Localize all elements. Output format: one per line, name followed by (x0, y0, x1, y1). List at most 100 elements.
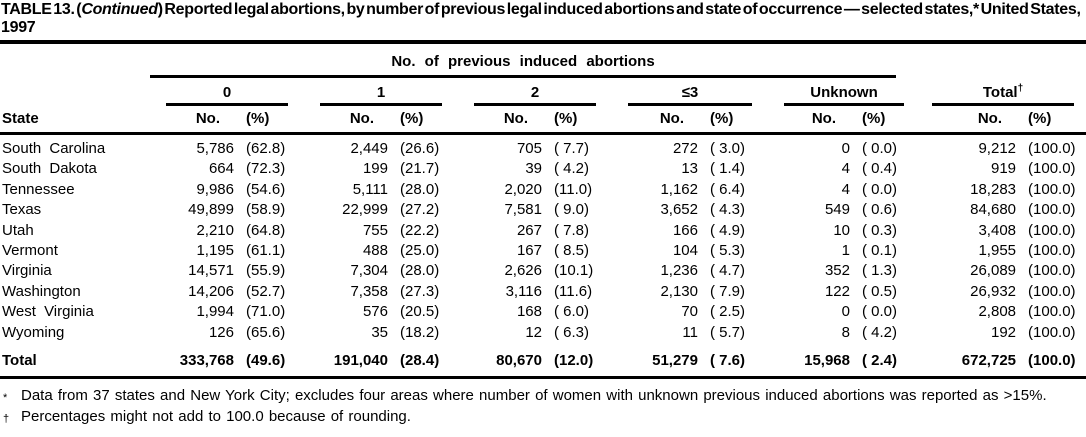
percent-cell: (26.6) (400, 140, 440, 157)
group-label-2: 2 (474, 84, 596, 106)
count-cell: 13 (681, 160, 698, 178)
state-row: Wyoming 126 (65.6) 35 (18.2) 12 ( 6.3) 11 ( 5.7)… (0, 323, 1086, 343)
group-header-row: 0 1 2 ≤3 Unknown Total† (0, 78, 1086, 106)
title-rule (0, 40, 1086, 44)
state-cell: South Dakota (2, 160, 97, 178)
spanner-cell: No. of previous induced abortions (150, 53, 920, 78)
percent-cell: ( 6.0) (554, 303, 590, 321)
percent-cell: ( 4.3) (710, 201, 746, 219)
percent-cell: (62.8) (246, 140, 286, 157)
percent-cell: (27.3) (400, 282, 440, 300)
count-cell: 2,130 (660, 282, 698, 300)
no-header-1: No. (349, 110, 374, 127)
count-cell: 705 (516, 140, 542, 157)
percent-cell: ( 5.3) (710, 242, 746, 260)
percent-cell: (22.2) (400, 221, 440, 239)
col-group-3: ≤3 (612, 78, 768, 106)
state-row: South Dakota 664 (72.3) 199 (21.7) 39 ( 4.2) 13… (0, 159, 1086, 179)
group-label-1: 1 (320, 84, 442, 106)
col-group-0: 0 (150, 78, 304, 106)
percent-cell: ( 4.2) (554, 160, 590, 178)
percent-cell: ( 0.0) (862, 180, 898, 198)
percent-cell: (25.0) (400, 242, 440, 260)
spanner-heading: No. of previous induced abortions (150, 53, 897, 78)
percent-cell: ( 7.8) (554, 221, 590, 239)
table-body: South Carolina 5,786 (62.8) 2,449 (26.6) 705 (… (0, 133, 1086, 378)
percent-cell: (100.0) (1028, 201, 1076, 219)
percent-cell: (18.2) (400, 323, 440, 341)
count-cell: 1,195 (196, 242, 234, 260)
percent-cell: ( 0.6) (862, 201, 898, 219)
percent-cell: ( 7.7) (554, 140, 590, 157)
percent-cell: (12.0) (554, 352, 594, 370)
count-cell: 0 (841, 303, 850, 321)
count-cell: 192 (990, 323, 1017, 341)
no-header-unknown: No. (811, 110, 836, 127)
percent-cell: (100.0) (1028, 140, 1076, 157)
percent-cell: ( 0.0) (862, 140, 898, 157)
count-cell: 1,162 (660, 180, 698, 198)
no-header-total: No. (977, 110, 1003, 127)
state-row: Vermont 1,195 (61.1) 488 (25.0) 167 ( 8.5) 104 (… (0, 241, 1086, 261)
count-cell: 5,111 (352, 180, 388, 198)
count-cell: 267 (516, 221, 542, 239)
percent-cell: ( 0.3) (862, 221, 898, 239)
title-continued: Continued (81, 1, 158, 18)
spanner-row: No. of previous induced abortions (0, 53, 1086, 78)
count-cell: 22,999 (342, 201, 388, 219)
state-cell: Tennessee (2, 180, 75, 198)
percent-cell: ( 5.7) (710, 323, 746, 341)
percent-cell: ( 4.9) (710, 221, 746, 239)
count-cell: 126 (208, 323, 234, 341)
state-cell: West Virginia (2, 303, 94, 321)
count-cell: 2,808 (978, 303, 1017, 321)
footnote-dagger-text: Percentages might not add to 100.0 becau… (21, 407, 411, 425)
state-row: South Carolina 5,786 (62.8) 2,449 (26.6) 705 (… (0, 134, 1086, 160)
percent-cell: (27.2) (400, 201, 440, 219)
percent-cell: (71.0) (246, 303, 286, 321)
percent-cell: ( 7.9) (710, 282, 746, 300)
percent-cell: ( 4.2) (862, 323, 898, 341)
state-cell: Total (2, 352, 37, 370)
percent-cell: (28.4) (400, 352, 440, 370)
percent-cell: (100.0) (1028, 160, 1076, 178)
no-header-0: No. (195, 110, 220, 127)
no-header-2: No. (503, 110, 528, 127)
footnotes: * Data from 37 states and New York City; … (0, 386, 1086, 427)
count-cell: 168 (516, 303, 542, 321)
percent-cell: ( 6.4) (710, 180, 746, 198)
footnote-asterisk-text: Data from 37 states and New York City; e… (21, 387, 1047, 405)
percent-cell: (11.6) (554, 282, 593, 300)
state-row: Washington 14,206 (52.7) 7,358 (27.3) 3,116 (1… (0, 282, 1086, 302)
count-cell: 664 (208, 160, 234, 178)
percent-cell: ( 2.5) (710, 303, 746, 321)
percent-cell: (58.9) (246, 201, 286, 219)
count-cell: 9,986 (196, 180, 234, 198)
subheader-row: State No. (%) No. (%) No. (%) No. (%) No… (0, 106, 1086, 134)
percent-cell: (28.0) (400, 262, 440, 280)
count-cell: 919 (990, 160, 1017, 178)
title-suffix: ) Reported legal abortions, by number of… (1, 1, 1081, 36)
percent-cell: ( 1.3) (862, 262, 898, 280)
count-cell: 549 (824, 201, 850, 219)
percent-cell: ( 3.0) (710, 140, 746, 157)
count-cell: 26,089 (970, 262, 1017, 280)
percent-cell: ( 0.5) (862, 282, 898, 300)
percent-cell: (65.6) (246, 323, 286, 341)
abortions-by-state-table: No. of previous induced abortions 0 1 2 … (0, 53, 1086, 380)
group-spacer (0, 78, 150, 106)
state-row: Utah 2,210 (64.8) 755 (22.2) 267 ( 7.8) 166 ( 4.… (0, 221, 1086, 241)
total-dagger-marker: † (1017, 83, 1024, 94)
group-label-0: 0 (166, 84, 288, 106)
pct-header-2: (%) (554, 110, 578, 127)
count-cell: 26,932 (970, 282, 1017, 300)
percent-cell: (100.0) (1028, 303, 1076, 321)
state-cell: Texas (2, 201, 42, 219)
count-cell: 70 (681, 303, 698, 321)
count-cell: 2,210 (196, 221, 234, 239)
count-cell: 3,408 (978, 221, 1017, 239)
percent-cell: (52.7) (246, 282, 286, 300)
state-row: Texas 49,899 (58.9) 22,999 (27.2) 7,581 ( 9.0)… (0, 200, 1086, 220)
count-cell: 0 (841, 140, 850, 157)
